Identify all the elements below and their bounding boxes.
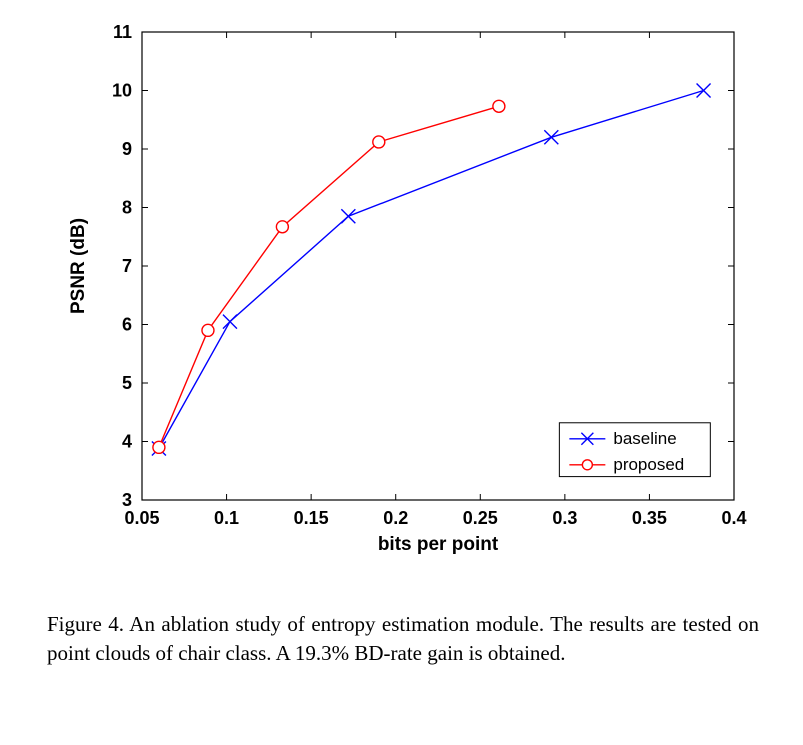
caption-text: An ablation study of entropy estimation … (47, 612, 759, 665)
y-tick-label: 5 (122, 373, 132, 393)
chart-container: 0.05 0.1 0.15 0.2 0.25 0.3 0.35 0.4 3 4 5 6 7 8 9 10 11 b… (47, 12, 759, 577)
y-tick-label: 4 (122, 432, 132, 452)
marker-circle (493, 100, 505, 112)
marker-circle (202, 324, 214, 336)
marker-circle (153, 441, 165, 453)
y-tick-label: 6 (122, 315, 132, 335)
x-tick-label: 0.3 (552, 508, 577, 528)
caption-prefix: Figure 4. (47, 612, 124, 636)
psnr-chart: 0.05 0.1 0.15 0.2 0.25 0.3 0.35 0.4 3 4 5 6 7 8 9 10 11 b… (47, 12, 759, 572)
x-tick-label: 0.05 (124, 508, 159, 528)
x-tick-label: 0.15 (294, 508, 329, 528)
legend-label-proposed: proposed (613, 455, 684, 474)
y-axis-label: PSNR (dB) (68, 218, 89, 314)
x-tick-label: 0.2 (383, 508, 408, 528)
y-tick-label: 3 (122, 490, 132, 510)
marker-circle (373, 136, 385, 148)
y-tick-label: 10 (112, 81, 132, 101)
legend-label-baseline: baseline (613, 429, 676, 448)
x-tick-label: 0.35 (632, 508, 667, 528)
y-tick-label: 11 (113, 22, 132, 42)
marker-circle (276, 221, 288, 233)
x-tick-label: 0.25 (463, 508, 498, 528)
x-tick-label: 0.4 (721, 508, 746, 528)
y-tick-label: 9 (122, 139, 132, 159)
figure-caption: Figure 4. An ablation study of entropy e… (47, 610, 759, 668)
marker-circle (582, 460, 592, 470)
x-axis-label: bits per point (378, 534, 499, 555)
y-tick-label: 7 (122, 256, 132, 276)
y-tick-label: 8 (122, 198, 132, 218)
x-tick-label: 0.1 (214, 508, 239, 528)
legend: baseline proposed (559, 423, 710, 477)
